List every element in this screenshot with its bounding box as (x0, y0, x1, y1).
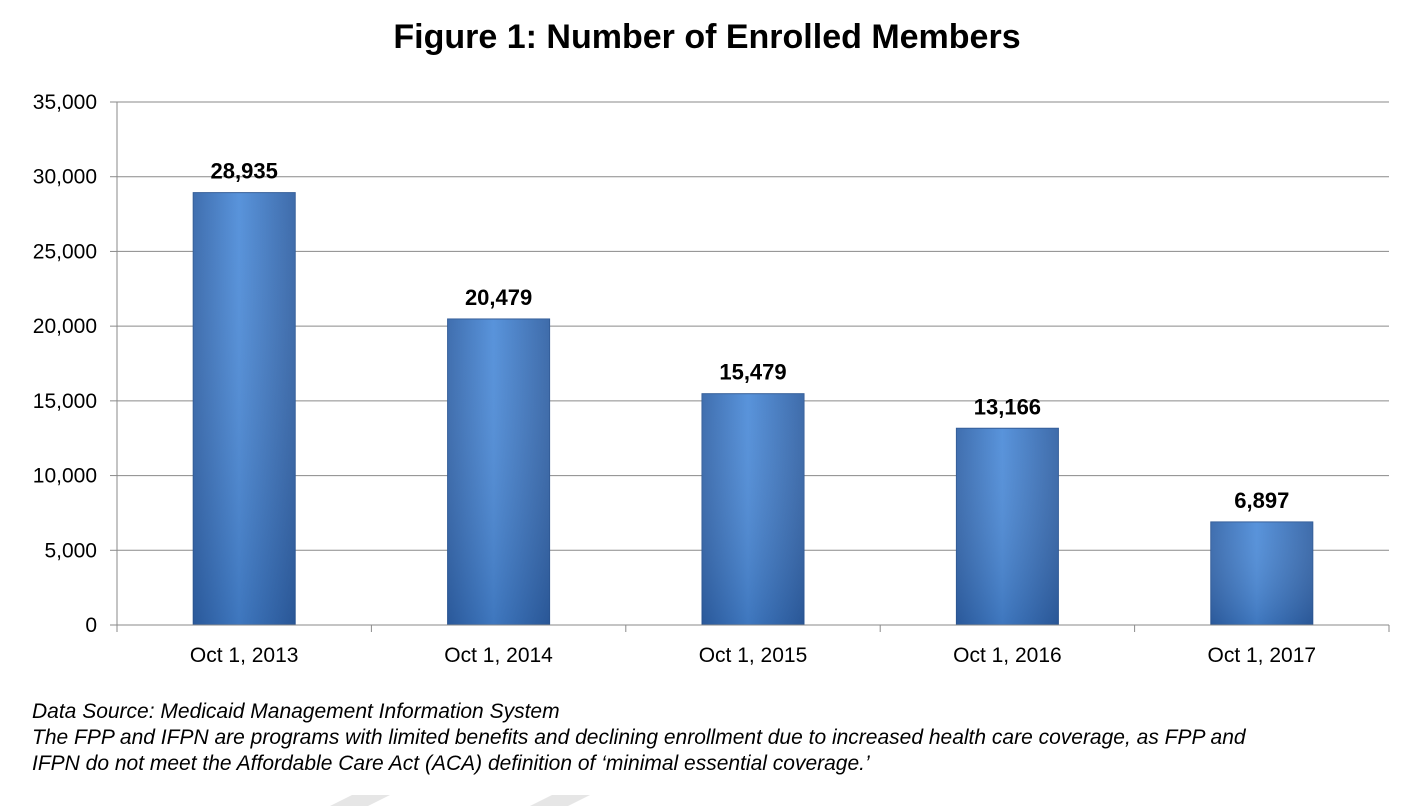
bar-group: 28,935 (192, 159, 296, 626)
bar-value-label: 28,935 (211, 159, 278, 184)
y-tick-label: 20,000 (33, 315, 97, 338)
note-line-1: The FPP and IFPN are programs with limit… (32, 726, 1246, 749)
y-tick-label: 25,000 (33, 240, 97, 263)
bar-group: 15,479 (701, 360, 805, 626)
y-tick-label: 10,000 (33, 465, 97, 488)
data-source-note: Data Source: Medicaid Management Informa… (32, 700, 560, 723)
y-tick-label: 35,000 (33, 91, 97, 114)
x-tick-label: Oct 1, 2016 (953, 644, 1062, 667)
bar-chart: 0 5,000 10,000 15,000 20,000 25,000 30,000 35,0… (33, 91, 1390, 667)
y-tick-label: 5,000 (44, 539, 97, 562)
watermark-shape (330, 795, 590, 806)
x-tick-label: Oct 1, 2017 (1208, 644, 1317, 667)
bar-group: 13,166 (955, 394, 1059, 626)
x-tick-label: Oct 1, 2014 (444, 644, 553, 667)
note-line-2: IFPN do not meet the Affordable Care Act… (32, 752, 870, 775)
y-tick-label: 30,000 (33, 166, 97, 189)
bar-value-label: 20,479 (465, 285, 532, 310)
bar-shading (1210, 521, 1313, 625)
x-axis: Oct 1, 2013 Oct 1, 2014 Oct 1, 2015 Oct 1, … (116, 624, 1390, 667)
bar-shading (956, 428, 1059, 625)
bar-shading (193, 192, 296, 626)
bar-value-label: 13,166 (974, 394, 1041, 419)
chart-notes: Data Source: Medicaid Management Informa… (32, 699, 1392, 777)
bar-shading (447, 318, 550, 625)
y-tick-label: 0 (85, 614, 97, 637)
y-axis: 0 5,000 10,000 15,000 20,000 25,000 30,000 35,0… (33, 91, 118, 637)
bar-value-label: 15,479 (719, 360, 786, 385)
bar-group: 6,897 (1210, 488, 1314, 626)
bar-value-label: 6,897 (1234, 488, 1289, 513)
bar-group: 20,479 (447, 285, 551, 626)
x-tick-label: Oct 1, 2013 (190, 644, 299, 667)
x-tick-label: Oct 1, 2015 (699, 644, 808, 667)
chart-title: Figure 1: Number of Enrolled Members (393, 18, 1021, 56)
bar-shading (702, 393, 804, 625)
y-tick-label: 15,000 (33, 390, 97, 413)
bars: 28,935 20,479 15,479 13,166 6,897 (192, 159, 1314, 626)
